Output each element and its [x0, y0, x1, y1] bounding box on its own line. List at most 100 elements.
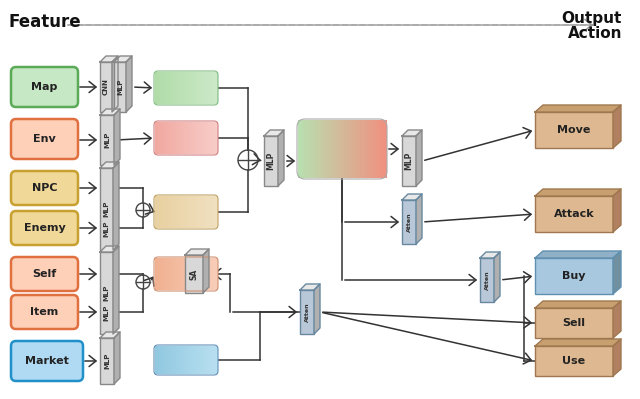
Bar	[171, 122, 172, 154]
Polygon shape	[114, 109, 120, 165]
Bar	[175, 122, 176, 154]
Bar	[182, 72, 183, 104]
Bar	[202, 346, 204, 374]
Bar	[163, 258, 164, 290]
Bar	[207, 72, 208, 104]
Bar	[202, 258, 204, 290]
Bar	[156, 72, 157, 104]
Text: Feature: Feature	[8, 13, 81, 31]
Bar	[188, 346, 189, 374]
Bar	[197, 122, 198, 154]
Bar	[156, 196, 157, 228]
Bar	[198, 346, 199, 374]
Bar	[157, 196, 158, 228]
Bar	[216, 258, 217, 290]
Bar	[208, 122, 209, 154]
Bar	[164, 346, 165, 374]
Bar	[194, 346, 195, 374]
Bar	[202, 72, 203, 104]
Bar	[213, 72, 214, 104]
Bar	[385, 120, 387, 178]
Bar	[165, 346, 166, 374]
Bar	[198, 258, 200, 290]
Bar	[167, 346, 168, 374]
Polygon shape	[416, 194, 422, 244]
Bar	[341, 120, 342, 178]
Bar	[171, 196, 172, 228]
Text: NPC: NPC	[32, 183, 57, 193]
Bar	[172, 346, 173, 374]
Bar	[197, 346, 198, 374]
Bar	[336, 120, 337, 178]
Bar	[185, 258, 186, 290]
Bar	[183, 122, 184, 154]
Bar	[535, 308, 613, 338]
Bar	[378, 120, 380, 178]
Bar	[184, 258, 185, 290]
Bar	[206, 346, 207, 374]
Bar	[190, 346, 191, 374]
Bar	[160, 122, 161, 154]
Bar	[197, 122, 198, 154]
Bar	[191, 72, 193, 104]
Bar	[182, 258, 183, 290]
Bar	[165, 196, 166, 228]
Bar	[188, 346, 189, 374]
Bar	[156, 122, 157, 154]
Bar	[179, 72, 180, 104]
Bar	[208, 346, 209, 374]
Text: MLP: MLP	[404, 152, 413, 170]
Bar	[174, 122, 175, 154]
Text: MLP: MLP	[104, 132, 110, 148]
Bar	[369, 120, 370, 178]
Bar	[187, 258, 188, 290]
Bar	[198, 346, 199, 374]
Bar	[179, 258, 180, 290]
Bar	[158, 122, 159, 154]
Bar	[347, 120, 348, 178]
Bar	[203, 196, 204, 228]
Bar	[179, 346, 180, 374]
Bar	[162, 196, 163, 228]
Bar	[303, 120, 304, 178]
Bar	[213, 72, 214, 104]
Bar	[204, 346, 205, 374]
Bar	[302, 120, 303, 178]
Bar	[318, 120, 319, 178]
Bar	[168, 122, 169, 154]
Bar	[191, 72, 192, 104]
Bar	[198, 346, 200, 374]
Polygon shape	[126, 56, 132, 112]
Bar	[161, 346, 162, 374]
Bar	[176, 196, 177, 228]
Bar	[178, 346, 179, 374]
Bar	[204, 72, 205, 104]
Bar	[211, 346, 212, 374]
Bar	[329, 120, 330, 178]
Bar	[173, 122, 174, 154]
Bar	[371, 120, 372, 178]
Bar	[314, 120, 316, 178]
Bar	[365, 120, 366, 178]
Bar	[173, 72, 174, 104]
Bar	[159, 122, 161, 154]
Bar	[164, 122, 165, 154]
Bar	[316, 120, 317, 178]
Polygon shape	[300, 284, 320, 290]
Bar	[337, 120, 338, 178]
Bar	[203, 122, 204, 154]
Bar	[170, 258, 171, 290]
Bar	[168, 346, 169, 374]
Bar	[364, 120, 365, 178]
Bar	[171, 346, 172, 374]
Bar	[178, 122, 179, 154]
Bar	[203, 258, 204, 290]
Bar	[175, 258, 176, 290]
Bar	[201, 72, 202, 104]
Text: Output: Output	[562, 10, 622, 26]
Bar	[378, 120, 379, 178]
Bar	[383, 120, 384, 178]
Bar	[215, 196, 216, 228]
Bar	[177, 258, 178, 290]
Bar	[186, 122, 187, 154]
